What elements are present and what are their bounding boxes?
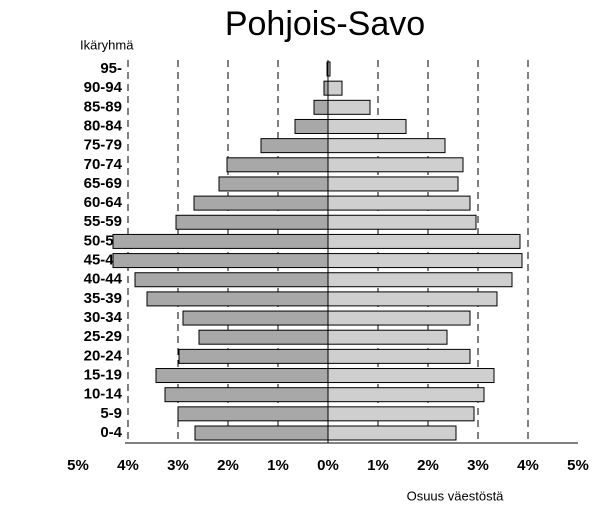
bar (327, 195, 471, 211)
x-tick-label: 0% (317, 457, 339, 474)
y-tick-label: 5-9 (100, 405, 122, 422)
bar (194, 425, 329, 441)
y-tick-label: 55-59 (84, 213, 122, 230)
bar (313, 99, 329, 115)
bar (182, 310, 329, 326)
bar (327, 138, 446, 154)
bar (327, 310, 471, 326)
x-tick-label: 3% (467, 457, 489, 474)
y-tick-label: 70-74 (84, 156, 123, 173)
y-tick-label: 75-79 (84, 137, 122, 154)
bar (327, 368, 495, 384)
bar (327, 406, 475, 422)
x-tick-label: 1% (267, 457, 289, 474)
y-tick-label: 15-19 (84, 366, 122, 383)
x-tick-label: 5% (567, 457, 589, 474)
y-tick-label: 35-39 (84, 290, 122, 307)
y-tick-label: 60-64 (84, 194, 123, 211)
x-axis-label: Osuus väestöstä (407, 488, 505, 503)
bar (112, 233, 329, 249)
bar (327, 157, 464, 173)
y-tick-label: 10-14 (84, 386, 123, 403)
bar (178, 348, 329, 364)
bar (327, 80, 343, 96)
bar (327, 214, 477, 230)
bar (198, 329, 329, 345)
bar (155, 368, 329, 384)
y-tick-label: 90-94 (84, 79, 123, 96)
y-tick-label: 0-4 (100, 424, 122, 441)
bar (146, 291, 329, 307)
x-tick-label: 2% (217, 457, 239, 474)
bar (327, 387, 485, 403)
bar (327, 425, 457, 441)
x-tick-label: 5% (67, 457, 89, 474)
bar (327, 233, 521, 249)
bar (327, 272, 513, 288)
x-tick-label: 3% (167, 457, 189, 474)
x-tick-label: 2% (417, 457, 439, 474)
bar (164, 387, 329, 403)
y-tick-label: 85-89 (84, 98, 122, 115)
y-tick-label: 30-34 (84, 309, 123, 326)
y-tick-label: 45-49 (84, 252, 122, 269)
bar (134, 272, 329, 288)
bar (327, 176, 459, 192)
bar (327, 253, 523, 269)
bar (327, 348, 471, 364)
bar (175, 214, 329, 230)
bar (327, 118, 407, 134)
x-tick-label: 4% (517, 457, 539, 474)
bar (327, 329, 448, 345)
bar (226, 157, 329, 173)
bar (327, 61, 331, 77)
bar (193, 195, 329, 211)
bar (323, 80, 329, 96)
y-tick-label: 65-69 (84, 175, 122, 192)
x-tick-label: 4% (117, 457, 139, 474)
y-axis-label: Ikäryhmä (80, 37, 134, 52)
y-tick-label: 80-84 (84, 117, 123, 134)
chart-title: Pohjois-Savo (225, 5, 425, 43)
bar (294, 118, 329, 134)
bar (327, 99, 371, 115)
y-tick-label: 25-29 (84, 328, 122, 345)
y-tick-label: 20-24 (84, 347, 123, 364)
y-tick-label: 40-44 (84, 271, 123, 288)
bar (177, 406, 329, 422)
bar (112, 253, 329, 269)
x-tick-label: 1% (367, 457, 389, 474)
bar (218, 176, 329, 192)
bar (327, 291, 498, 307)
bar (260, 138, 329, 154)
y-tick-label: 95- (100, 60, 122, 77)
